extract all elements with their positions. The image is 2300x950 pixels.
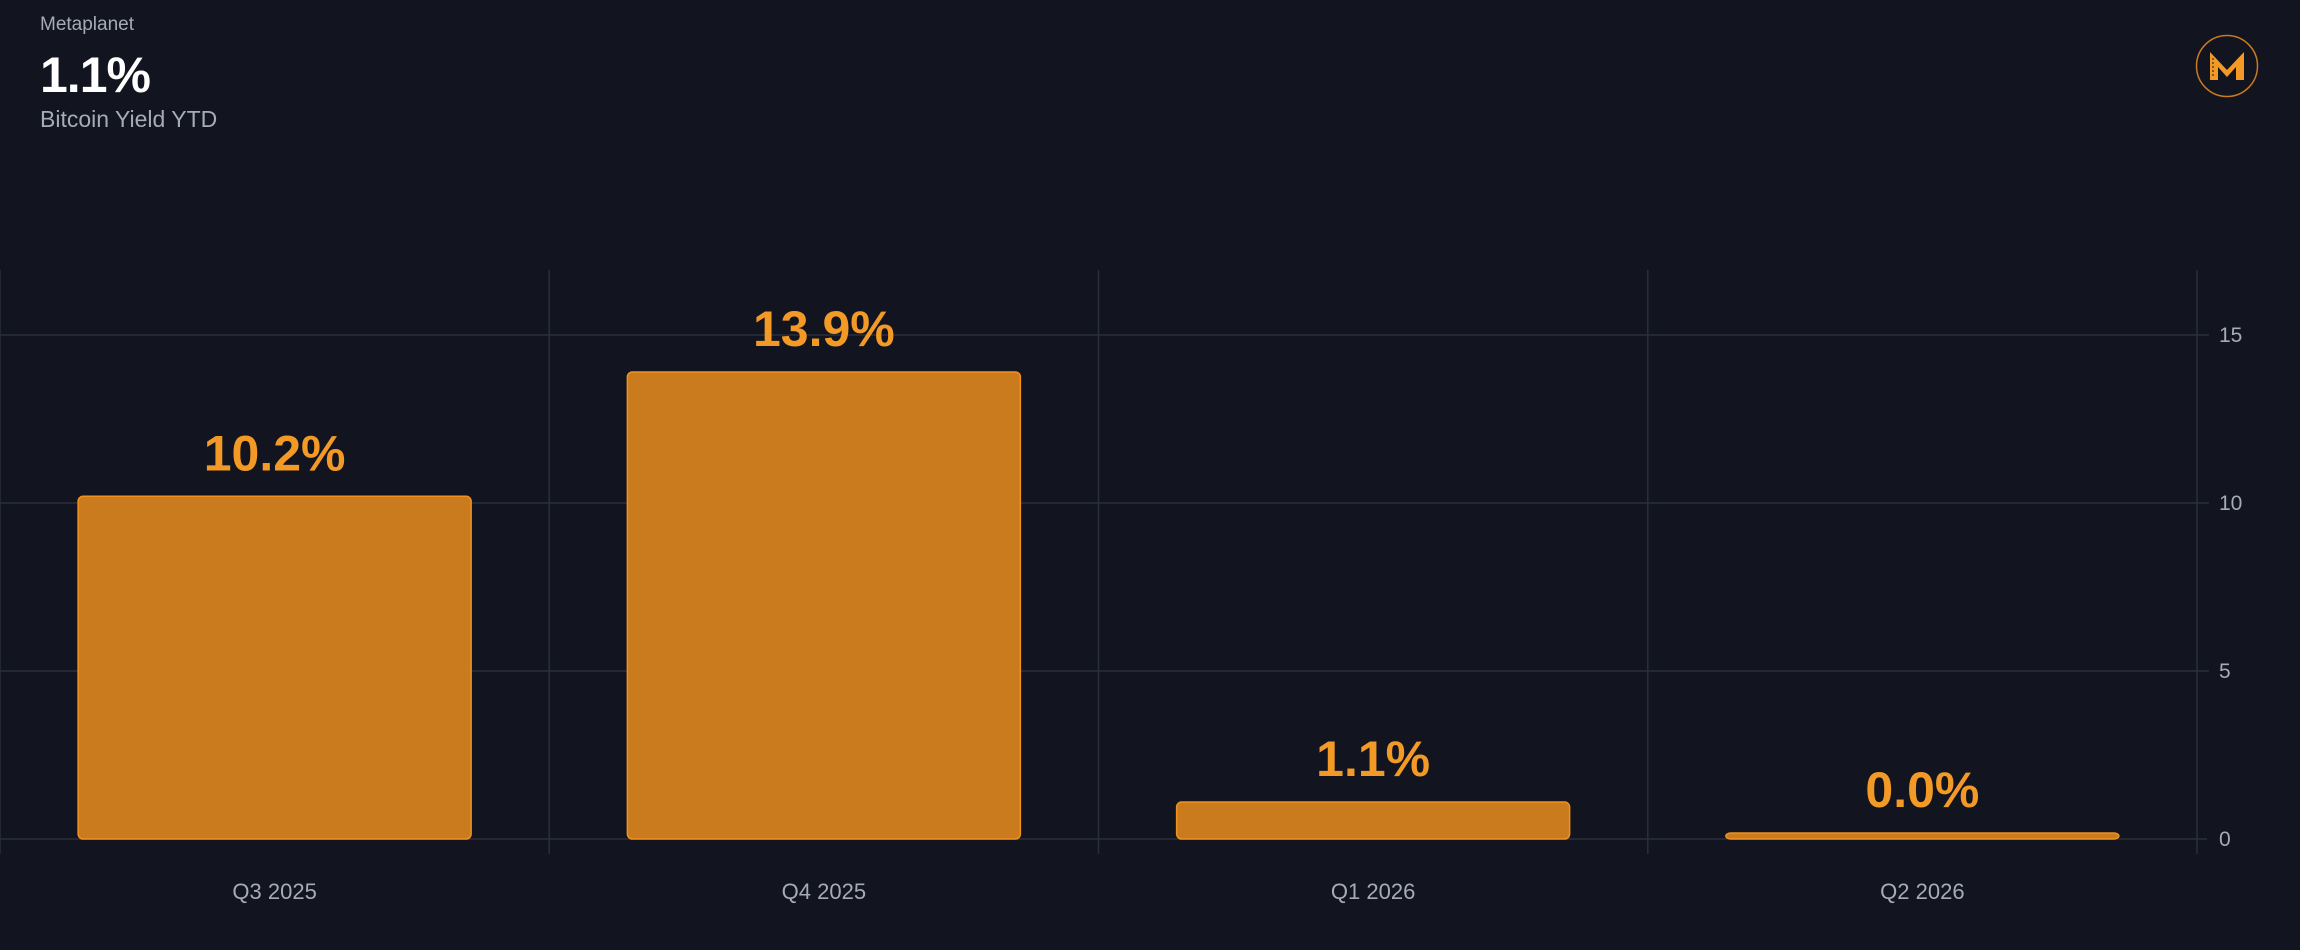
y-tick-label: 0 <box>2219 828 2231 851</box>
y-tick-label: 10 <box>2219 492 2242 515</box>
y-tick-label: 5 <box>2219 660 2231 683</box>
x-category-label: Q1 2026 <box>1331 879 1415 904</box>
data-label: 1.1% <box>1316 731 1430 787</box>
x-category-label: Q3 2025 <box>232 879 316 904</box>
bar-q2-2026 <box>1725 832 2120 840</box>
bar-q4-2025 <box>626 371 1022 840</box>
headline-value: 1.1% <box>40 47 151 103</box>
chart-header: Metaplanet 1.1% Bitcoin Yield YTD <box>40 14 217 133</box>
metaplanet-logo-icon <box>2195 34 2259 98</box>
bar-q3-2025 <box>77 495 472 840</box>
bar-q1-2026 <box>1175 801 1571 840</box>
data-label: 0.0% <box>1865 762 1979 818</box>
x-category-label: Q4 2025 <box>782 879 866 904</box>
company-name: Metaplanet <box>40 14 135 35</box>
data-label: 10.2% <box>204 425 346 481</box>
headline-subtitle: Bitcoin Yield YTD <box>40 106 218 132</box>
x-category-label: Q2 2026 <box>1880 879 1964 904</box>
data-label: 13.9% <box>753 301 895 357</box>
y-tick-label: 15 <box>2219 324 2242 347</box>
